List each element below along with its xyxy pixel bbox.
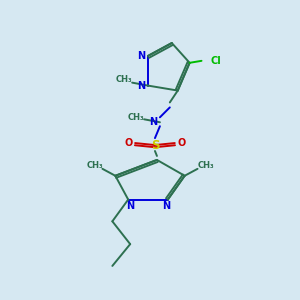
Text: CH₃: CH₃: [116, 75, 133, 84]
Text: O: O: [124, 138, 132, 148]
Text: N: N: [137, 81, 145, 91]
Text: O: O: [178, 138, 186, 148]
Text: S: S: [151, 139, 159, 152]
Text: CH₃: CH₃: [197, 161, 214, 170]
Text: Cl: Cl: [210, 56, 221, 66]
Text: N: N: [149, 117, 157, 127]
Text: N: N: [126, 202, 134, 212]
Text: CH₃: CH₃: [86, 161, 103, 170]
Text: CH₃: CH₃: [128, 113, 144, 122]
Text: N: N: [137, 51, 145, 61]
Text: N: N: [162, 202, 170, 212]
